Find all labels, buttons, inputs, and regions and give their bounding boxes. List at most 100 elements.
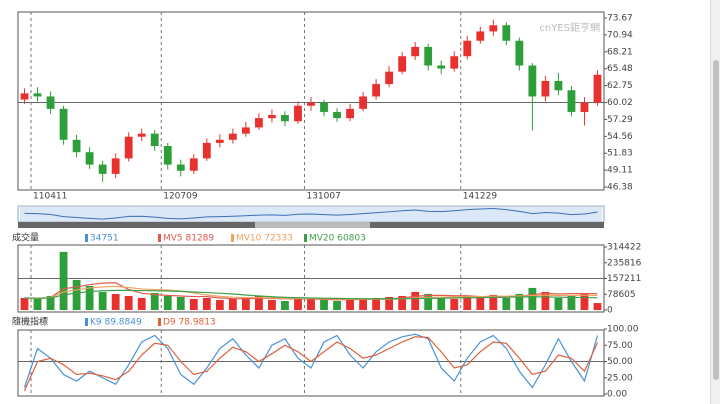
volume-bar: [176, 296, 185, 310]
legend-swatch: [85, 318, 88, 326]
candle-body: [320, 102, 328, 112]
candle-body: [515, 40, 524, 66]
volume-bar: [85, 285, 94, 310]
volume-bar: [554, 297, 563, 310]
y-tick-label: 73.67: [607, 14, 633, 24]
series-line: [24, 289, 598, 300]
panel-title: 隨機指標: [12, 316, 48, 328]
volume-bar: [437, 297, 446, 310]
legend-label: MV10 72333: [236, 234, 293, 244]
volume-bar: [241, 297, 250, 310]
candle-body: [215, 139, 224, 143]
candle-body: [85, 152, 94, 165]
candle-body: [541, 80, 550, 97]
legend-label: K9 89.8849: [90, 318, 142, 328]
watermark: cnYES鉅亨網: [539, 21, 600, 34]
candle-body: [502, 25, 511, 41]
volume-bar: [411, 291, 420, 310]
volume-bar: [476, 297, 485, 310]
volume-bar: [333, 300, 341, 310]
y-tick-label: 314422: [607, 243, 641, 253]
candle-body: [20, 93, 29, 100]
volume-bar: [580, 293, 589, 310]
candle-body: [98, 164, 107, 174]
y-tick-label: 65.48: [607, 64, 633, 74]
volume-bar: [150, 292, 159, 310]
legend-label: MV20 60803: [309, 234, 366, 244]
candle-body: [346, 108, 354, 119]
candle-body: [202, 142, 211, 159]
candle-body: [450, 56, 459, 69]
candle-body: [424, 46, 433, 66]
candle-body: [437, 65, 446, 69]
volume-bar: [541, 291, 550, 310]
volume-bar: [450, 298, 459, 310]
volume-bar: [215, 299, 224, 310]
legend-label: 34751: [90, 234, 119, 244]
volume-bar: [502, 297, 511, 310]
y-tick-label: 100.00: [607, 325, 639, 335]
volume-bar: [72, 279, 81, 310]
volume-bar: [463, 295, 472, 310]
scrollbar-thumb[interactable]: [255, 222, 370, 228]
volume-bar: [268, 299, 276, 310]
volume-bar: [398, 295, 407, 310]
volume-bar: [593, 303, 602, 310]
candle-body: [307, 102, 315, 106]
candle-body: [463, 40, 472, 57]
volume-bar: [320, 299, 328, 310]
candle-body: [372, 84, 381, 97]
candle-body: [385, 71, 394, 85]
y-tick-label: 50.00: [607, 357, 633, 367]
navigator-line: [24, 208, 598, 220]
panel-title: 成交量: [12, 232, 39, 244]
candle-body: [163, 146, 172, 165]
candle-body: [567, 90, 576, 112]
x-tick-label: 110411: [33, 192, 67, 202]
candle-body: [554, 80, 563, 91]
legend-label: D9 78.9813: [163, 318, 216, 328]
volume-bar: [137, 297, 146, 310]
volume-bar: [424, 293, 433, 310]
volume-bar: [528, 287, 537, 310]
volume-bar: [98, 291, 107, 310]
volume-bar: [372, 297, 381, 310]
y-tick-label: 78605: [607, 290, 636, 300]
volume-bar: [124, 295, 133, 310]
panel-frame: [17, 329, 605, 397]
candle-body: [59, 108, 68, 140]
x-tick-label: 141229: [463, 192, 498, 202]
x-tick-label: 120709: [163, 192, 198, 202]
candle-body: [137, 133, 146, 137]
volume-bar: [359, 298, 367, 310]
y-tick-label: 0: [607, 306, 613, 316]
candle-body: [580, 102, 589, 112]
panel-frame: [17, 11, 605, 191]
candle-body: [294, 105, 302, 122]
volume-bar: [189, 298, 198, 310]
y-tick-label: 70.94: [607, 30, 633, 40]
scroll-thumb[interactable]: [713, 60, 719, 380]
candle-body: [111, 158, 120, 174]
x-tick-label: 131007: [306, 192, 340, 202]
candle-body: [398, 56, 407, 72]
volume-bar: [111, 293, 120, 310]
candle-body: [476, 31, 485, 41]
y-tick-label: 157211: [607, 274, 641, 284]
volume-bar: [255, 295, 263, 310]
volume-bar: [307, 297, 315, 310]
volume-bar: [33, 298, 42, 310]
legend-swatch: [304, 234, 307, 242]
candle-body: [189, 158, 198, 171]
y-tick-label: 25.00: [607, 373, 633, 383]
candle-body: [124, 136, 133, 159]
legend-swatch: [158, 318, 161, 326]
volume-bar: [294, 298, 302, 310]
y-tick-label: 49.11: [607, 166, 633, 176]
candle-body: [228, 133, 237, 140]
y-tick-label: 62.75: [607, 81, 633, 91]
y-tick-label: 235816: [607, 258, 642, 268]
page-scrollbar[interactable]: [710, 0, 720, 404]
candle-body: [281, 115, 289, 122]
volume-bar: [385, 296, 394, 310]
